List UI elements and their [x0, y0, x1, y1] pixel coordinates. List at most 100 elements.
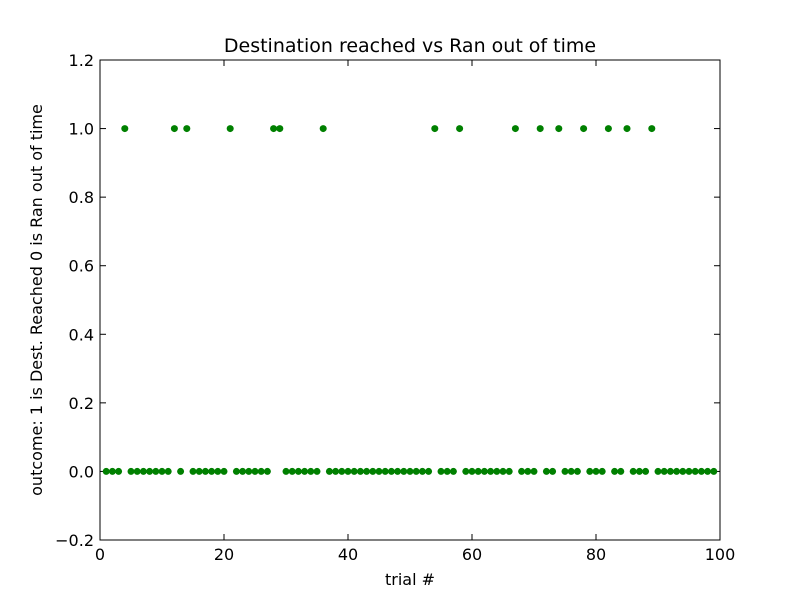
data-point [660, 467, 668, 475]
data-point [530, 467, 538, 475]
data-point [170, 125, 178, 133]
data-point [251, 467, 259, 475]
plot-frame [99, 59, 721, 541]
data-point [152, 467, 160, 475]
data-point [474, 467, 482, 475]
x-tick-label: 60 [462, 545, 482, 564]
data-point [257, 467, 265, 475]
data-point [412, 467, 420, 475]
data-point [635, 467, 643, 475]
data-point [518, 467, 526, 475]
data-point [177, 467, 185, 475]
data-point [195, 467, 203, 475]
data-point [511, 125, 519, 133]
data-point [679, 467, 687, 475]
data-point [673, 467, 681, 475]
data-point [115, 467, 123, 475]
y-tick-label: −0.2 [55, 531, 94, 550]
data-point [232, 467, 240, 475]
data-point [586, 467, 594, 475]
data-point [697, 467, 705, 475]
data-point [226, 125, 234, 133]
data-point [338, 467, 346, 475]
data-point [549, 467, 557, 475]
data-point [542, 467, 550, 475]
data-point [344, 467, 352, 475]
data-point [611, 467, 619, 475]
data-point [245, 467, 253, 475]
data-point [617, 467, 625, 475]
y-tick-label: 0.6 [69, 257, 94, 276]
data-point [164, 467, 172, 475]
data-point [387, 467, 395, 475]
data-point [214, 467, 222, 475]
data-point [443, 467, 451, 475]
data-point [524, 467, 532, 475]
data-point [313, 467, 321, 475]
data-point [294, 467, 302, 475]
data-point [158, 467, 166, 475]
y-tick-label: 0.2 [69, 394, 94, 413]
x-tick-label: 100 [705, 545, 736, 564]
y-tick-label: 0.4 [69, 325, 94, 344]
data-point [369, 467, 377, 475]
x-tick-label: 80 [586, 545, 606, 564]
data-point [666, 467, 674, 475]
data-point [536, 125, 544, 133]
data-point [480, 467, 488, 475]
data-point [425, 467, 433, 475]
data-point [146, 467, 154, 475]
plot-area [100, 60, 720, 540]
data-point [561, 467, 569, 475]
data-point [325, 467, 333, 475]
x-axis-label: trial # [385, 570, 435, 589]
data-point [623, 125, 631, 133]
data-point [406, 467, 414, 475]
y-tick-label: 0.8 [69, 188, 94, 207]
data-point [648, 125, 656, 133]
data-point [437, 467, 445, 475]
data-point [288, 467, 296, 475]
data-point [133, 467, 141, 475]
data-point [642, 467, 650, 475]
x-tick-label: 20 [214, 545, 234, 564]
y-axis-label: outcome: 1 is Dest. Reached 0 is Ran out… [27, 104, 46, 496]
data-point [592, 467, 600, 475]
data-point [493, 467, 501, 475]
data-point [487, 467, 495, 475]
data-point [270, 125, 278, 133]
data-point [356, 467, 364, 475]
data-point [604, 125, 612, 133]
x-tick-label: 40 [338, 545, 358, 564]
data-point [456, 125, 464, 133]
data-point [580, 125, 588, 133]
data-point [573, 467, 581, 475]
data-point [319, 125, 327, 133]
data-point [685, 467, 693, 475]
data-point [127, 467, 135, 475]
data-point [139, 467, 147, 475]
y-tick-label: 1.0 [69, 120, 94, 139]
data-point [183, 125, 191, 133]
data-point [276, 125, 284, 133]
data-point [468, 467, 476, 475]
data-point [263, 467, 271, 475]
data-point [505, 467, 513, 475]
data-point [189, 467, 197, 475]
data-point [375, 467, 383, 475]
data-point [704, 467, 712, 475]
data-point [567, 467, 575, 475]
chart-title: Destination reached vs Ran out of time [224, 35, 596, 57]
data-point [400, 467, 408, 475]
data-point [394, 467, 402, 475]
x-tick-label: 0 [95, 545, 105, 564]
data-point [691, 467, 699, 475]
data-point [108, 467, 116, 475]
data-point [654, 467, 662, 475]
data-point [381, 467, 389, 475]
data-point [449, 467, 457, 475]
data-point [350, 467, 358, 475]
data-point [418, 467, 426, 475]
data-point [555, 125, 563, 133]
data-point [462, 467, 470, 475]
